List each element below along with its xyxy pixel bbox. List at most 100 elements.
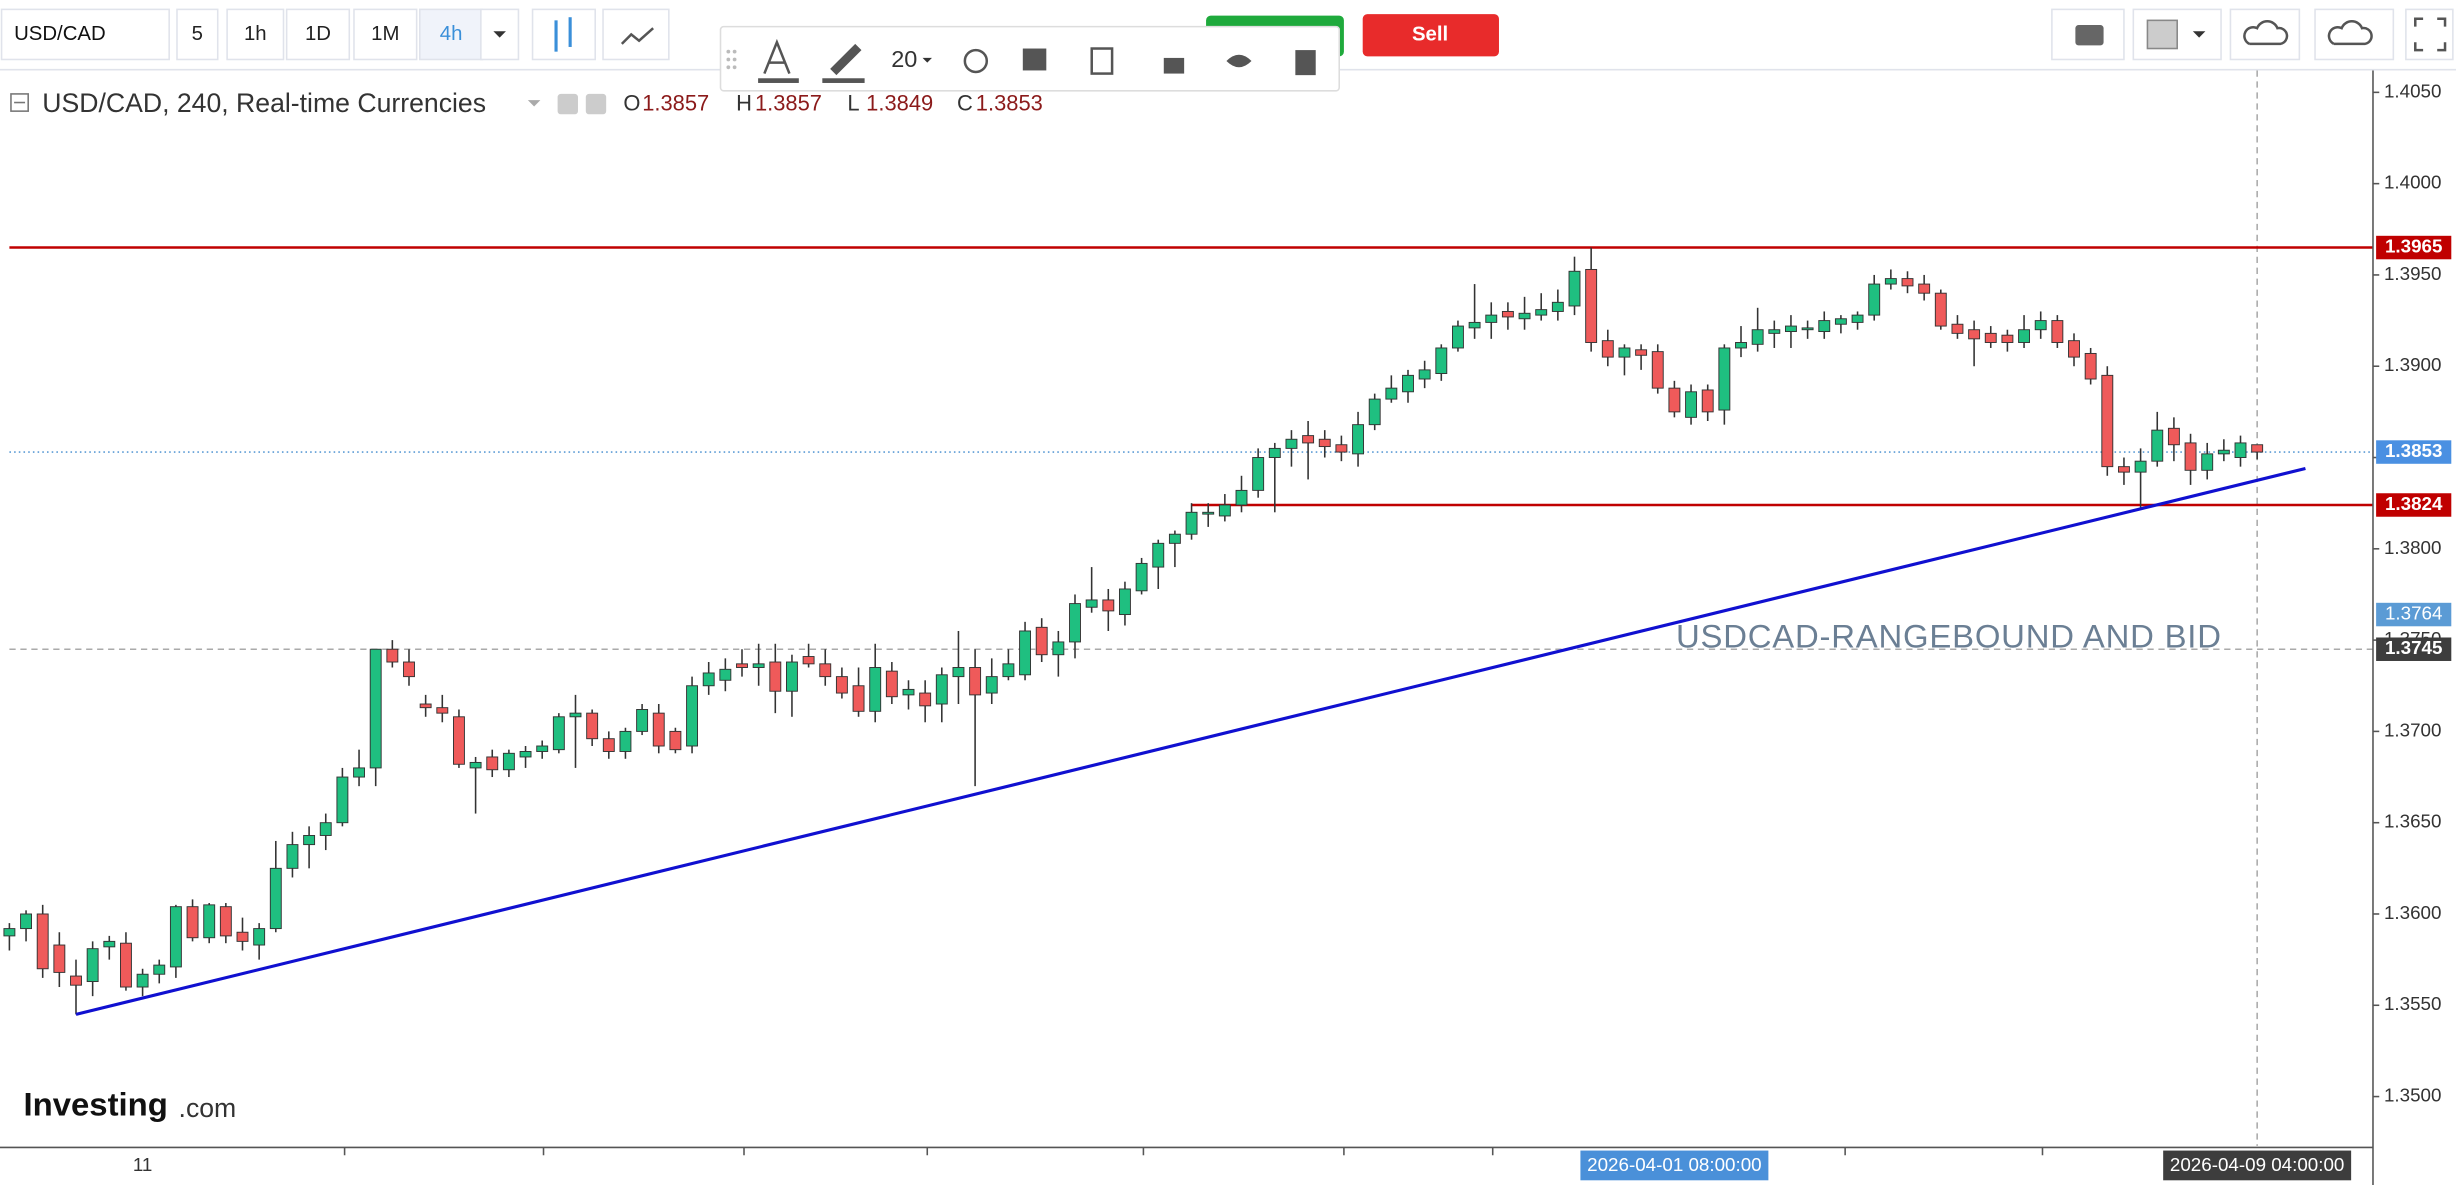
candle-body (1834, 318, 1847, 325)
candle-body (769, 661, 782, 692)
x-label-box (2163, 1150, 2352, 1181)
candle-body (1218, 504, 1231, 517)
interval-label[interactable]: 1D (305, 23, 331, 45)
candle-body (636, 709, 649, 732)
clone-icon[interactable] (1090, 47, 1114, 75)
sell-button[interactable] (1362, 14, 1499, 57)
candle-body (1268, 447, 1281, 458)
candle-body (536, 745, 549, 752)
interval-label[interactable]: 1h (244, 23, 267, 45)
candle-body (203, 904, 216, 939)
candle-body (336, 776, 349, 824)
candle-body (269, 867, 282, 930)
candle-body (1002, 663, 1015, 678)
candle-body (785, 661, 798, 692)
candle-body (1185, 511, 1198, 535)
drag-handle[interactable] (726, 49, 737, 70)
symbol[interactable]: USD/CAD (14, 23, 106, 45)
candle-body (1901, 278, 1914, 287)
candle-body (952, 667, 965, 678)
candle-body (469, 761, 482, 769)
candle-body (286, 844, 299, 869)
candle-body (86, 948, 99, 983)
candle-body (1285, 438, 1298, 449)
candle-body (1435, 347, 1448, 375)
interval-label[interactable]: 1M (371, 23, 399, 45)
interval-button[interactable] (418, 8, 484, 61)
candle-body (686, 685, 699, 747)
pen-color-swatch (822, 78, 865, 83)
candle-body (436, 707, 449, 714)
candle-body (1102, 599, 1115, 612)
candle-body (386, 648, 399, 663)
settings-icon[interactable] (963, 48, 989, 74)
interval-label[interactable]: 4h (440, 23, 463, 45)
fullscreen-icon (2414, 17, 2447, 52)
interval-button[interactable] (226, 8, 285, 61)
candle-body (2134, 460, 2147, 473)
candle-body (2034, 320, 2047, 331)
candle-body (1601, 340, 1614, 358)
interval-button[interactable] (285, 8, 351, 61)
candle-body (1718, 347, 1731, 411)
interval-label[interactable]: 5 (192, 23, 203, 45)
candle-body (236, 931, 249, 942)
pen-icon[interactable] (830, 43, 862, 76)
price-line-label-box (2376, 440, 2452, 464)
interval-button[interactable] (353, 8, 418, 61)
candle-body (2118, 466, 2130, 473)
cloud-upload-icon (2327, 20, 2373, 46)
candle-body (669, 730, 682, 751)
fullscreen-button[interactable] (2405, 8, 2454, 61)
save-button[interactable] (2314, 8, 2395, 61)
delete-icon[interactable] (1295, 50, 1316, 76)
candle-icon (554, 17, 572, 52)
candle-body (1918, 283, 1931, 294)
candle-body (1585, 268, 1598, 343)
candle-body (1468, 321, 1481, 329)
candle-body (1335, 444, 1348, 453)
candle-body (2217, 449, 2230, 455)
candle-body (2201, 453, 2214, 471)
candle-body (369, 648, 382, 769)
load-button[interactable] (2229, 8, 2301, 61)
font-size[interactable]: 20 (891, 46, 917, 72)
settings-icon[interactable] (585, 93, 607, 115)
candle-body (752, 663, 765, 668)
candle-body (53, 944, 66, 973)
text-color-icon[interactable] (763, 38, 791, 75)
candle-body (1651, 351, 1664, 389)
plot-area: USDCAD-RANGEBOUND AND BID (3, 70, 2373, 1146)
candle-body (869, 667, 882, 712)
lock-icon[interactable] (1163, 57, 1185, 74)
collapse-icon[interactable] (10, 93, 29, 112)
annotation: USDCAD-RANGEBOUND AND BID (1676, 617, 2222, 654)
price-label-box (2376, 602, 2452, 627)
x-label-box (1580, 1150, 1769, 1181)
candle-body (1551, 301, 1564, 312)
y-tick-label: 1.3550 (2384, 993, 2441, 1014)
candle-body (1402, 374, 1414, 393)
y-tick-label: 1.4050 (2384, 80, 2441, 101)
symbol-box[interactable] (0, 8, 170, 61)
candle-body (1069, 603, 1081, 643)
candle-body (2251, 444, 2264, 453)
legend-dropdown[interactable] (527, 100, 541, 107)
fill-icon[interactable] (1022, 48, 1047, 71)
sell-label[interactable]: Sell (1412, 24, 1448, 46)
candle-body (403, 661, 415, 678)
candle-body (619, 730, 632, 752)
dropdown-arrow (2192, 31, 2206, 38)
logo-suffix: .com (179, 1093, 237, 1123)
candle-body (2234, 442, 2247, 458)
visibility-icon[interactable] (1226, 54, 1252, 68)
candle-type-button[interactable] (531, 8, 596, 61)
line-type-button[interactable] (602, 8, 670, 61)
candle-body (2001, 334, 2014, 343)
interval-button[interactable] (176, 8, 219, 61)
candle-body (219, 906, 232, 937)
eye-icon[interactable] (557, 93, 578, 115)
candle-body (452, 716, 465, 765)
